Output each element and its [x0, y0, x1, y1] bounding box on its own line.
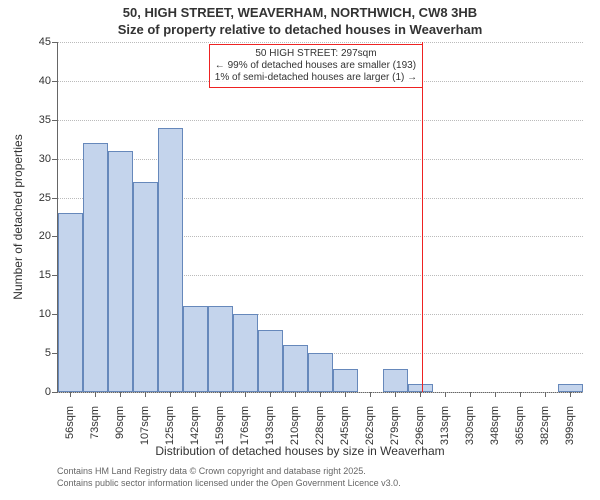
histogram-bar	[283, 345, 308, 392]
x-tick-label: 193sqm	[264, 406, 276, 446]
chart-title-line2: Size of property relative to detached ho…	[0, 22, 600, 37]
gridline	[58, 42, 583, 43]
x-tick-mark	[295, 392, 296, 397]
x-tick-mark	[220, 392, 221, 397]
histogram-bar	[308, 353, 333, 392]
x-tick-label: 125sqm	[164, 406, 176, 446]
x-tick-mark	[170, 392, 171, 397]
plot-area: 50 HIGH STREET: 297sqm ← 99% of detached…	[57, 42, 583, 393]
footer-line1: Contains HM Land Registry data © Crown c…	[57, 466, 366, 476]
x-tick-label: 142sqm	[189, 406, 201, 446]
x-tick-mark	[545, 392, 546, 397]
y-tick-label: 35	[39, 114, 51, 126]
x-tick-mark	[445, 392, 446, 397]
x-tick-label: 210sqm	[289, 406, 301, 446]
histogram-bar	[133, 182, 158, 392]
y-tick-label: 40	[39, 75, 51, 87]
x-tick-mark	[95, 392, 96, 397]
y-tick-label: 30	[39, 153, 51, 165]
x-tick-label: 262sqm	[364, 406, 376, 446]
callout-line3: 1% of semi-detached houses are larger (1…	[215, 72, 417, 84]
y-tick-label: 0	[45, 386, 51, 398]
x-tick-label: 365sqm	[514, 406, 526, 446]
property-marker-line	[422, 42, 423, 392]
x-tick-label: 228sqm	[314, 406, 326, 446]
y-tick-label: 45	[39, 36, 51, 48]
x-tick-mark	[270, 392, 271, 397]
x-tick-label: 159sqm	[214, 406, 226, 446]
x-tick-mark	[420, 392, 421, 397]
x-tick-label: 330sqm	[464, 406, 476, 446]
x-tick-mark	[195, 392, 196, 397]
histogram-bar	[158, 128, 183, 392]
callout-box: 50 HIGH STREET: 297sqm ← 99% of detached…	[209, 44, 423, 88]
x-tick-label: 399sqm	[564, 406, 576, 446]
histogram-bar	[183, 306, 208, 392]
histogram-bar	[333, 369, 358, 392]
x-tick-mark	[320, 392, 321, 397]
y-tick-label: 15	[39, 269, 51, 281]
x-tick-mark	[495, 392, 496, 397]
chart-container: 50, HIGH STREET, WEAVERHAM, NORTHWICH, C…	[0, 0, 600, 500]
y-tick-label: 10	[39, 308, 51, 320]
callout-line2: ← 99% of detached houses are smaller (19…	[215, 60, 417, 72]
x-tick-label: 348sqm	[489, 406, 501, 446]
chart-title-line1: 50, HIGH STREET, WEAVERHAM, NORTHWICH, C…	[0, 5, 600, 20]
histogram-bar	[108, 151, 133, 392]
x-tick-label: 382sqm	[539, 406, 551, 446]
histogram-bar	[83, 143, 108, 392]
gridline	[58, 120, 583, 121]
gridline	[58, 392, 583, 393]
callout-line1: 50 HIGH STREET: 297sqm	[215, 48, 417, 60]
footer-line2: Contains public sector information licen…	[57, 478, 401, 488]
gridline	[58, 159, 583, 160]
histogram-bar	[558, 384, 583, 392]
x-tick-mark	[570, 392, 571, 397]
histogram-bar	[383, 369, 408, 392]
x-tick-label: 56sqm	[64, 406, 76, 446]
x-tick-label: 73sqm	[89, 406, 101, 446]
x-tick-label: 279sqm	[389, 406, 401, 446]
x-axis-label: Distribution of detached houses by size …	[0, 444, 600, 458]
x-tick-mark	[345, 392, 346, 397]
x-tick-mark	[395, 392, 396, 397]
x-tick-mark	[245, 392, 246, 397]
y-tick-label: 25	[39, 192, 51, 204]
histogram-bar	[58, 213, 83, 392]
x-tick-label: 245sqm	[339, 406, 351, 446]
x-tick-mark	[520, 392, 521, 397]
y-tick-label: 5	[45, 347, 51, 359]
x-tick-label: 107sqm	[139, 406, 151, 446]
x-tick-mark	[120, 392, 121, 397]
histogram-bar	[208, 306, 233, 392]
histogram-bar	[233, 314, 258, 392]
x-tick-mark	[70, 392, 71, 397]
x-tick-label: 296sqm	[414, 406, 426, 446]
x-tick-label: 313sqm	[439, 406, 451, 446]
y-tick-label: 20	[39, 230, 51, 242]
y-axis-label: Number of detached properties	[11, 127, 25, 307]
x-tick-mark	[145, 392, 146, 397]
x-tick-label: 176sqm	[239, 406, 251, 446]
x-tick-mark	[470, 392, 471, 397]
histogram-bar	[258, 330, 283, 392]
x-tick-label: 90sqm	[114, 406, 126, 446]
x-tick-mark	[370, 392, 371, 397]
histogram-bar	[408, 384, 433, 392]
